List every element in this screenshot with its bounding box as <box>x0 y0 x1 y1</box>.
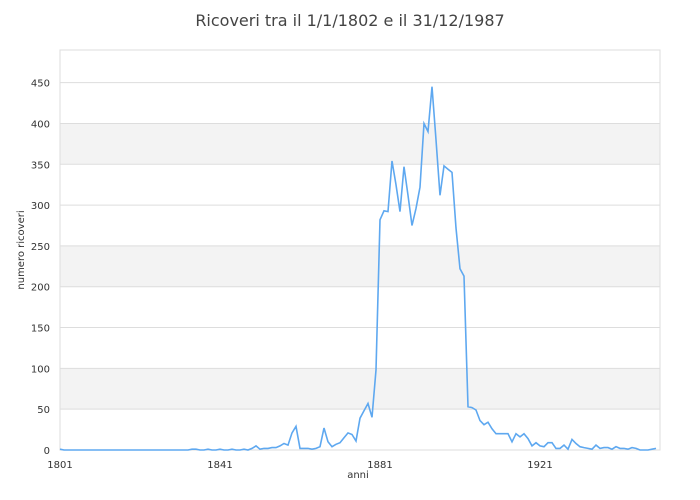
y-tick-label: 200 <box>31 283 50 294</box>
grid-band <box>60 123 660 165</box>
x-tick-label: 1841 <box>207 460 232 471</box>
y-tick-label: 250 <box>31 242 50 253</box>
y-tick-label: 350 <box>31 160 50 171</box>
y-tick-label: 450 <box>31 79 50 90</box>
x-tick-label: 1921 <box>527 460 552 471</box>
plot-border <box>59 49 661 451</box>
grid-band <box>60 245 660 287</box>
series-line <box>59 86 657 451</box>
grid-band <box>60 368 660 410</box>
y-tick-label: 300 <box>31 201 50 212</box>
y-tick-label: 400 <box>31 119 50 130</box>
x-tick-label: 1801 <box>47 460 72 471</box>
y-axis-label: numero ricoveri <box>16 210 27 289</box>
y-tick-label: 0 <box>44 446 50 457</box>
y-tick-label: 100 <box>31 364 50 375</box>
y-tick-label: 50 <box>37 405 50 416</box>
x-axis-label: anni <box>347 470 369 481</box>
y-tick-label: 150 <box>31 324 50 335</box>
chart-title: Ricoveri tra il 1/1/1802 e il 31/12/1987 <box>195 11 505 30</box>
x-tick-label: 1881 <box>367 460 392 471</box>
